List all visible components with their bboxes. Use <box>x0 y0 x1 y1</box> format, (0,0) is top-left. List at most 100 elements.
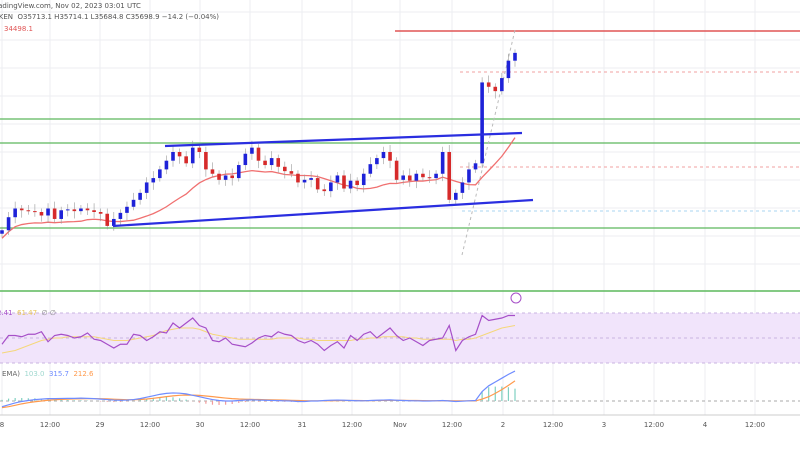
macd-label: EMA) <box>2 370 20 378</box>
rsi-ma-line <box>1 325 516 354</box>
candle <box>375 158 379 165</box>
x-tick-label: 12:00 <box>342 421 362 429</box>
candle <box>250 147 254 154</box>
x-tick-label: 31 <box>298 421 307 429</box>
candle <box>256 147 261 161</box>
candle <box>19 208 24 211</box>
candle <box>361 173 366 186</box>
candle <box>296 173 300 183</box>
candle <box>33 211 37 213</box>
alert-bolt-icon <box>510 292 522 304</box>
candle <box>158 169 162 179</box>
candle <box>348 180 353 189</box>
symbol: AKEN <box>0 13 14 21</box>
x-tick-label: 12:00 <box>40 421 60 429</box>
candle <box>26 210 31 212</box>
x-tick-label: 2 <box>501 421 505 429</box>
candle <box>0 230 4 234</box>
x-tick-label: 12:00 <box>442 421 462 429</box>
candle <box>138 192 142 200</box>
x-tick-label: 12:00 <box>240 421 260 429</box>
candle <box>421 173 425 178</box>
x-tick-label: 12:00 <box>140 421 160 429</box>
candle <box>269 158 274 166</box>
candle <box>72 209 77 212</box>
candle <box>59 210 63 219</box>
candle <box>486 82 491 87</box>
candle <box>440 152 445 174</box>
macd-hist-value: 103.0 <box>24 370 45 378</box>
candle <box>236 165 241 179</box>
candle <box>276 158 281 167</box>
x-tick-label: 8 <box>0 421 4 429</box>
channel-upper-line <box>164 131 523 148</box>
rsi-ma-value: 61.47 <box>17 309 38 317</box>
x-tick-label: 3 <box>602 421 606 429</box>
x-tick-label: 12:00 <box>644 421 664 429</box>
candle <box>39 212 44 216</box>
candle <box>493 86 498 92</box>
candle <box>467 169 471 183</box>
x-tick-label: 12:00 <box>543 421 563 429</box>
rsi-extra: ∅ ∅ <box>41 309 56 317</box>
candle <box>92 210 96 212</box>
candle <box>125 206 129 213</box>
header-source: TradingView.com, Nov 02, 2023 03:01 UTC <box>0 2 141 10</box>
macd-line <box>1 370 516 408</box>
candle <box>6 217 11 231</box>
rsi-line <box>1 314 515 352</box>
candle <box>131 199 136 207</box>
candle <box>105 213 110 226</box>
candle <box>473 163 478 170</box>
signal-value: 212.6 <box>73 370 94 378</box>
candle <box>151 178 156 183</box>
rsi-value: 2.41 <box>0 309 13 317</box>
macd-value: 315.7 <box>48 370 69 378</box>
rsi-legend: 2.41 61.47 ∅ ∅ <box>0 309 56 317</box>
candle <box>223 175 228 180</box>
candle <box>480 82 484 164</box>
candle <box>460 182 465 193</box>
projection-line <box>461 29 516 256</box>
candle <box>355 180 359 186</box>
candle <box>315 178 320 190</box>
candle <box>177 152 182 157</box>
candle <box>52 208 57 219</box>
macd-legend: EMA) 103.0 315.7 212.6 <box>2 370 93 378</box>
candle <box>447 152 452 200</box>
candle <box>217 173 221 180</box>
candle <box>46 208 50 216</box>
candle <box>230 175 234 179</box>
candle <box>342 175 346 189</box>
candle <box>118 212 123 219</box>
candle <box>329 182 333 192</box>
candle <box>164 160 169 170</box>
candle <box>302 179 307 183</box>
candle <box>427 177 432 179</box>
ohlc-values: O35713.1 H35714.1 L35684.8 C35698.9 −14.… <box>17 13 220 21</box>
ma-value: 34498.1 <box>4 25 33 33</box>
candle <box>65 209 70 211</box>
x-tick-label: 4 <box>703 421 708 429</box>
candle <box>368 164 373 174</box>
candle <box>263 160 267 166</box>
candle <box>500 78 504 92</box>
candle <box>401 175 405 180</box>
candle <box>434 173 438 179</box>
candle <box>414 173 419 181</box>
candle <box>506 60 511 79</box>
candle <box>454 192 458 200</box>
candle <box>289 171 294 174</box>
candle <box>85 208 90 211</box>
x-tick-label: Nov <box>393 421 407 429</box>
channel-lower-line <box>112 198 534 228</box>
candle <box>283 166 287 172</box>
candle <box>394 160 399 180</box>
candle <box>388 152 392 161</box>
candle <box>335 175 340 183</box>
candle <box>204 152 208 170</box>
x-tick-label: 29 <box>96 421 105 429</box>
candle <box>79 208 83 212</box>
candle <box>184 156 188 164</box>
